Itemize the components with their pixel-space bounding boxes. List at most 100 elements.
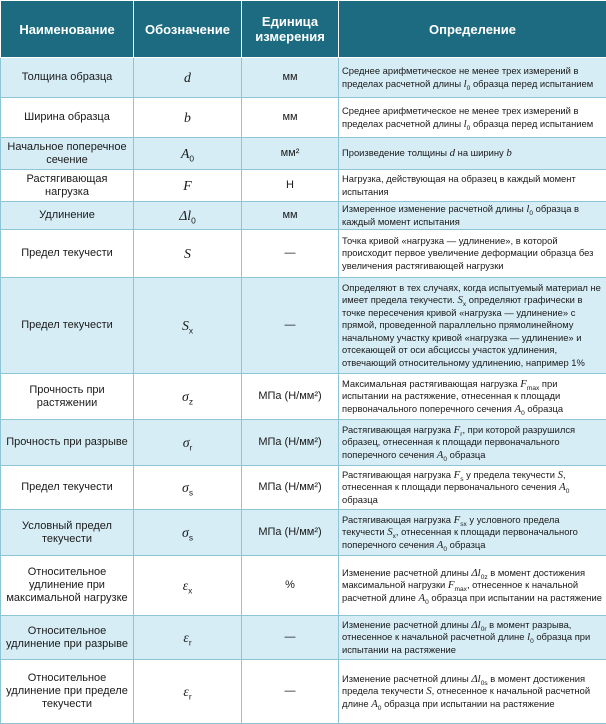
text-run: , отнесенное к начальной расчетной длине	[342, 579, 579, 603]
text-run: определяют графически в точке пересечени…	[342, 294, 585, 368]
variable: F	[183, 177, 192, 193]
header-cell: Наименование	[0, 0, 134, 58]
unit: МПа (Н/мм²)	[258, 481, 322, 493]
subscript: 0	[521, 409, 525, 417]
unit: Н	[286, 179, 294, 191]
subscript: s	[188, 531, 193, 542]
name: Условный предел текучести	[22, 519, 112, 545]
variable: b	[506, 147, 512, 160]
subscript: 0	[530, 638, 534, 646]
subscript: 0	[191, 214, 196, 225]
variable: A	[418, 591, 426, 604]
header-row: Наименование Обозначение Единица измерения…	[0, 0, 606, 58]
text-run: Измеренное изменение расчетной длины	[342, 203, 527, 215]
symbol-cell: σr	[133, 419, 242, 466]
text-run: Определяют в тех случаях, когда испытуем…	[342, 282, 601, 306]
variable: l	[463, 117, 467, 130]
table-row: Ширина образца b мм Среднее арифметическое …	[0, 97, 606, 138]
text-run: у предела текучести	[463, 468, 558, 480]
definition-cell: Максимальная растягивающая нагрузка Fmax…	[338, 373, 606, 420]
header-cell: Единица измерения	[241, 0, 339, 58]
subscript: x	[462, 301, 467, 309]
variable: S	[181, 317, 189, 333]
unit-cell: мм	[241, 201, 339, 230]
unit: МПа (Н/мм²)	[258, 526, 322, 538]
symbol-cell: σz	[133, 373, 242, 420]
definition-cell: Измеренное изменение расчетной длины l0 …	[338, 201, 606, 230]
text-run: образца	[447, 538, 486, 550]
unit-cell: Н	[241, 169, 339, 202]
subscript: z	[188, 395, 193, 406]
subscript: 0	[425, 598, 429, 606]
name: Прочность при растяжении	[29, 383, 105, 409]
variable: F	[520, 377, 527, 390]
subscript: 0	[443, 455, 448, 463]
text-run: образца	[447, 448, 486, 460]
text-run: Максимальная растягивающая нагрузка	[342, 377, 521, 389]
text-run: образца перед испытанием	[470, 117, 594, 129]
text-run: Растягивающая нагрузка	[342, 468, 454, 480]
variable: ε	[183, 629, 189, 645]
variable: F	[453, 513, 461, 526]
table-row: Относительное удлинение при пределе теку…	[0, 659, 606, 724]
table-row: Предел текучести S — Точка кривой «нагрузка…	[0, 229, 606, 278]
symbol-cell: σs	[133, 509, 242, 556]
variable: A	[559, 481, 566, 494]
variable: A	[436, 538, 444, 551]
variable: σ	[182, 388, 189, 404]
definition-cell: Растягивающая нагрузка Fr, при которой р…	[338, 419, 606, 466]
symbol-cell: F	[133, 169, 242, 202]
subscript: r	[188, 690, 192, 701]
name: Начальное поперечное сечение	[7, 140, 127, 166]
unit-cell: мм²	[241, 137, 339, 170]
unit-cell: —	[241, 277, 339, 374]
text-run: образца	[524, 402, 564, 414]
unit: %	[285, 579, 295, 591]
definition-cell: Среднее арифметическое не менее трех изм…	[338, 57, 606, 98]
name-cell: Толщина образца	[0, 57, 134, 98]
variable: F	[453, 423, 461, 436]
unit-cell: мм	[241, 57, 339, 98]
header-cell: Обозначение	[133, 0, 242, 58]
variable: S	[387, 526, 393, 539]
name-cell: Предел текучести	[0, 277, 134, 374]
text-run: образца при испытании на растяжение	[381, 697, 555, 709]
symbol-cell: A0	[133, 137, 242, 170]
symbol-cell: εr	[133, 615, 242, 660]
table-row: Прочность при разрыве σr МПа (Н/мм²) Растяг…	[0, 419, 606, 466]
subscript: x	[188, 584, 193, 595]
symbol-cell: εx	[133, 555, 242, 616]
table-row: Прочность при растяжении σz МПа (Н/мм²) Мак…	[0, 373, 606, 420]
name-cell: Предел текучести	[0, 229, 134, 278]
definition-cell: Растягивающая нагрузка Fs у предела теку…	[338, 465, 606, 510]
unit-cell: МПа (Н/мм²)	[241, 465, 339, 510]
symbol-cell: σs	[133, 465, 242, 510]
subscript: 0r	[480, 625, 487, 633]
variable: S	[184, 245, 191, 261]
table-row: Толщина образца d мм Среднее арифметическое…	[0, 57, 606, 98]
unit: мм	[282, 71, 298, 83]
symbol-cell: εr	[133, 659, 242, 724]
table-row: Предел текучести Sx — Определяют в тех случ…	[0, 277, 606, 374]
name: Толщина образца	[21, 71, 113, 83]
variable: d	[449, 147, 456, 160]
table-row: Относительное удлинение при разрыве εr — Из…	[0, 615, 606, 660]
text-run: при испытании на растяжение, отнесенная …	[342, 377, 561, 414]
text-run: образца	[342, 493, 378, 505]
definition-cell: Растягивающая нагрузка Fsx у условного п…	[338, 509, 606, 556]
text-run: Точка кривой «нагрузка — удлинение», в к…	[342, 234, 594, 271]
text-run: на ширину	[455, 147, 507, 159]
unit-cell: —	[241, 615, 339, 660]
name: Предел текучести	[21, 481, 113, 493]
unit-cell: %	[241, 555, 339, 616]
unit: мм	[282, 111, 298, 123]
subscript: s	[460, 475, 464, 483]
subscript: 0	[377, 704, 382, 712]
subscript: max	[454, 586, 467, 594]
text-run: , отнесенная к площади первоначального с…	[342, 468, 566, 493]
subscript: max	[526, 384, 540, 392]
name-cell: Относительное удлинение при пределе теку…	[0, 659, 134, 724]
unit: —	[284, 685, 296, 697]
name: Предел текучести	[21, 247, 113, 259]
text-run: образца при испытании на растяжение	[342, 631, 591, 655]
